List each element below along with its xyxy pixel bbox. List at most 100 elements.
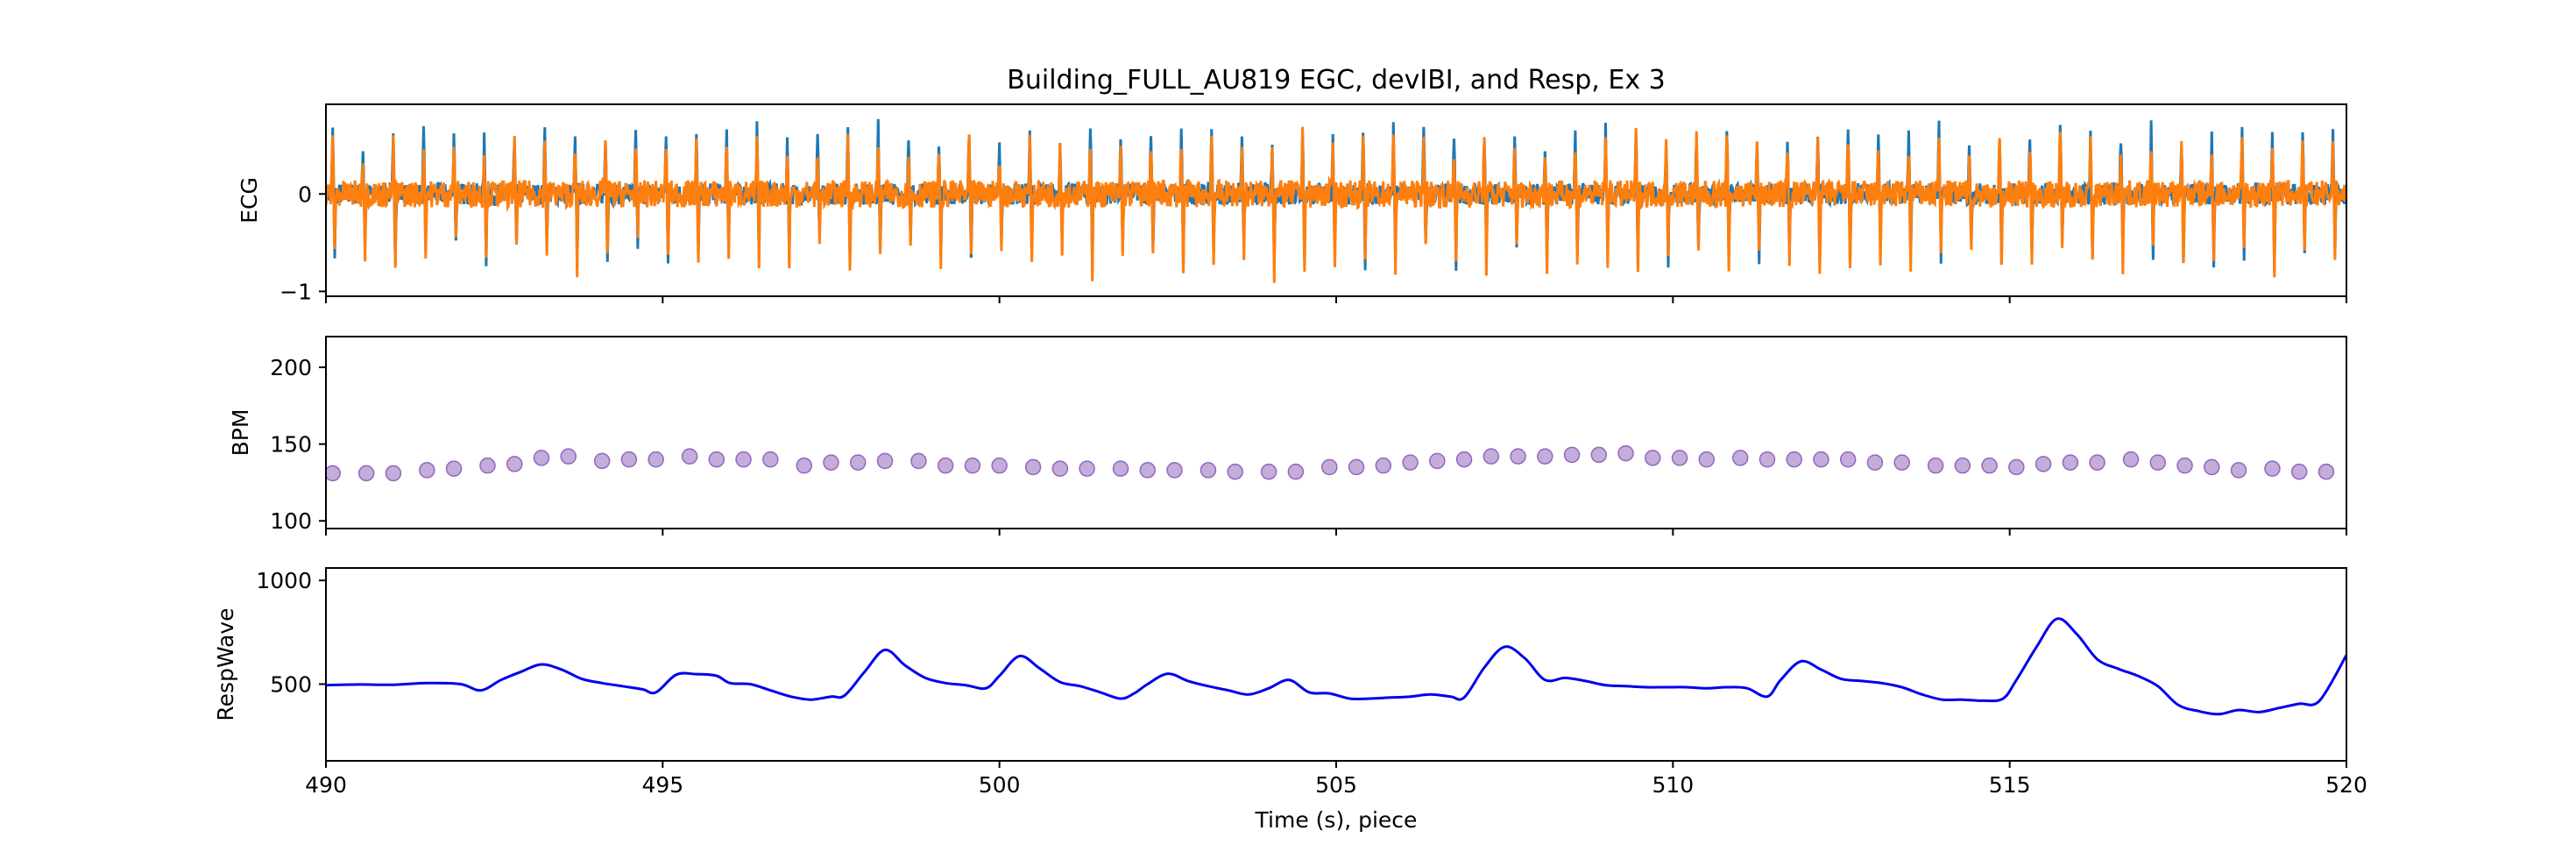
bpm-point — [2062, 454, 2079, 471]
bpm-point — [533, 450, 550, 466]
x-tick-label: 490 — [305, 772, 347, 798]
bpm-axes-frame — [325, 336, 2347, 529]
panel-ecg: −1 0 ECG — [237, 103, 2347, 304]
bpm-point — [823, 454, 839, 471]
resp-y-tick-label: 1000 — [256, 568, 312, 593]
panel-resp: 490 495 500 505 510 515 520 500 1000 RespWave — [213, 567, 2367, 798]
x-tick-label: 510 — [1652, 772, 1694, 798]
bpm-y-tick-label: 150 — [270, 432, 312, 458]
bpm-point — [2230, 462, 2247, 479]
chart-title: Building_FULL_AU819 EGC, devIBI, and Res… — [1007, 65, 1665, 96]
bpm-point — [648, 451, 664, 468]
bpm-point — [1375, 457, 1392, 474]
bpm-point — [419, 462, 435, 479]
panel-bpm: 100 150 200 BPM — [228, 336, 2347, 536]
ecg-y-axis-label: ECG — [237, 177, 262, 224]
bpm-point — [1731, 450, 1749, 466]
bpm-point — [2035, 456, 2052, 472]
ecg-plot-area — [326, 118, 2346, 283]
bpm-point — [1402, 454, 1419, 471]
bpm-point — [1227, 463, 1243, 480]
bpm-point — [1321, 458, 1338, 476]
bpm-point — [326, 465, 341, 482]
resp-plot-area — [326, 617, 2346, 716]
bpm-point — [385, 465, 402, 482]
bpm-point — [1200, 462, 1217, 479]
x-tick-label: 515 — [1989, 772, 2031, 798]
bpm-point — [593, 452, 611, 470]
bpm-point — [762, 451, 779, 468]
bpm-point — [2264, 460, 2281, 477]
bpm-point — [1483, 448, 1500, 465]
bpm-point — [1590, 446, 1608, 464]
bpm-y-tick-label: 200 — [270, 355, 312, 380]
ecg-y-tick-label: −1 — [280, 279, 312, 304]
bpm-point — [1671, 450, 1688, 466]
bpm-point — [1051, 460, 1069, 477]
resp-series-line — [326, 617, 2346, 716]
bpm-point — [1954, 457, 1971, 474]
bpm-point — [735, 451, 752, 468]
bpm-point — [796, 457, 813, 474]
resp-y-axis-label: RespWave — [213, 607, 238, 721]
bpm-point — [620, 451, 638, 468]
bpm-point — [1429, 452, 1446, 470]
bpm-point — [445, 460, 463, 477]
bpm-point — [2008, 458, 2025, 476]
bpm-point — [1112, 460, 1129, 477]
x-tick-label: 520 — [2325, 772, 2367, 798]
resp-y-tick-label: 500 — [270, 671, 312, 697]
bpm-point — [1698, 451, 1716, 468]
bpm-point — [2318, 463, 2335, 480]
ecg-y-tick-label: 0 — [298, 181, 312, 207]
bpm-point — [1260, 463, 1277, 480]
bpm-point — [1287, 463, 1305, 480]
bpm-point — [1510, 448, 1526, 465]
bpm-point — [1893, 454, 1910, 471]
bpm-point — [357, 465, 375, 482]
bpm-plot-area — [326, 444, 2335, 482]
bpm-point — [1813, 451, 1829, 468]
bpm-point — [910, 452, 927, 470]
bpm-point — [1981, 457, 1998, 474]
bpm-point — [964, 457, 981, 474]
bpm-point — [1079, 460, 1095, 477]
bpm-point — [560, 448, 577, 465]
x-tick-label: 495 — [641, 772, 683, 798]
bpm-point — [1166, 462, 1183, 479]
bpm-point — [1927, 457, 1944, 474]
bpm-point — [849, 454, 867, 471]
bpm-point — [1839, 451, 1857, 468]
resp-axes-frame — [325, 567, 2347, 762]
bpm-point — [1348, 458, 1365, 476]
bpm-point — [1866, 454, 1884, 471]
bpm-y-tick-label: 100 — [270, 508, 312, 534]
bpm-point — [1759, 451, 1776, 468]
panels: −1 0 ECG 100 150 200 BPM 490 495 500 505 510 515 520 5… — [213, 103, 2367, 798]
bpm-point — [1537, 448, 1553, 465]
bpm-point — [1645, 450, 1661, 466]
bpm-y-axis-label: BPM — [228, 409, 253, 457]
bpm-point — [1786, 451, 1802, 468]
bpm-point — [708, 451, 725, 468]
bpm-point — [937, 457, 954, 474]
ecg-series-2 — [326, 126, 2346, 283]
bpm-point — [2176, 457, 2193, 474]
bpm-point — [1617, 444, 1634, 462]
x-axis-label: Time (s), piece — [1255, 807, 1418, 833]
x-tick-label: 505 — [1315, 772, 1357, 798]
bpm-point — [506, 456, 523, 472]
bpm-point — [2204, 458, 2220, 476]
bpm-point — [2089, 454, 2105, 471]
bpm-point — [479, 457, 496, 474]
bpm-point — [2290, 463, 2308, 480]
bpm-point — [1455, 451, 1473, 468]
bpm-point — [2122, 451, 2140, 468]
bpm-point — [1024, 458, 1042, 476]
x-tick-label: 500 — [979, 772, 1021, 798]
bpm-point — [681, 448, 698, 465]
bpm-point — [1139, 462, 1157, 479]
bpm-point — [876, 452, 894, 470]
bpm-point — [991, 457, 1008, 474]
